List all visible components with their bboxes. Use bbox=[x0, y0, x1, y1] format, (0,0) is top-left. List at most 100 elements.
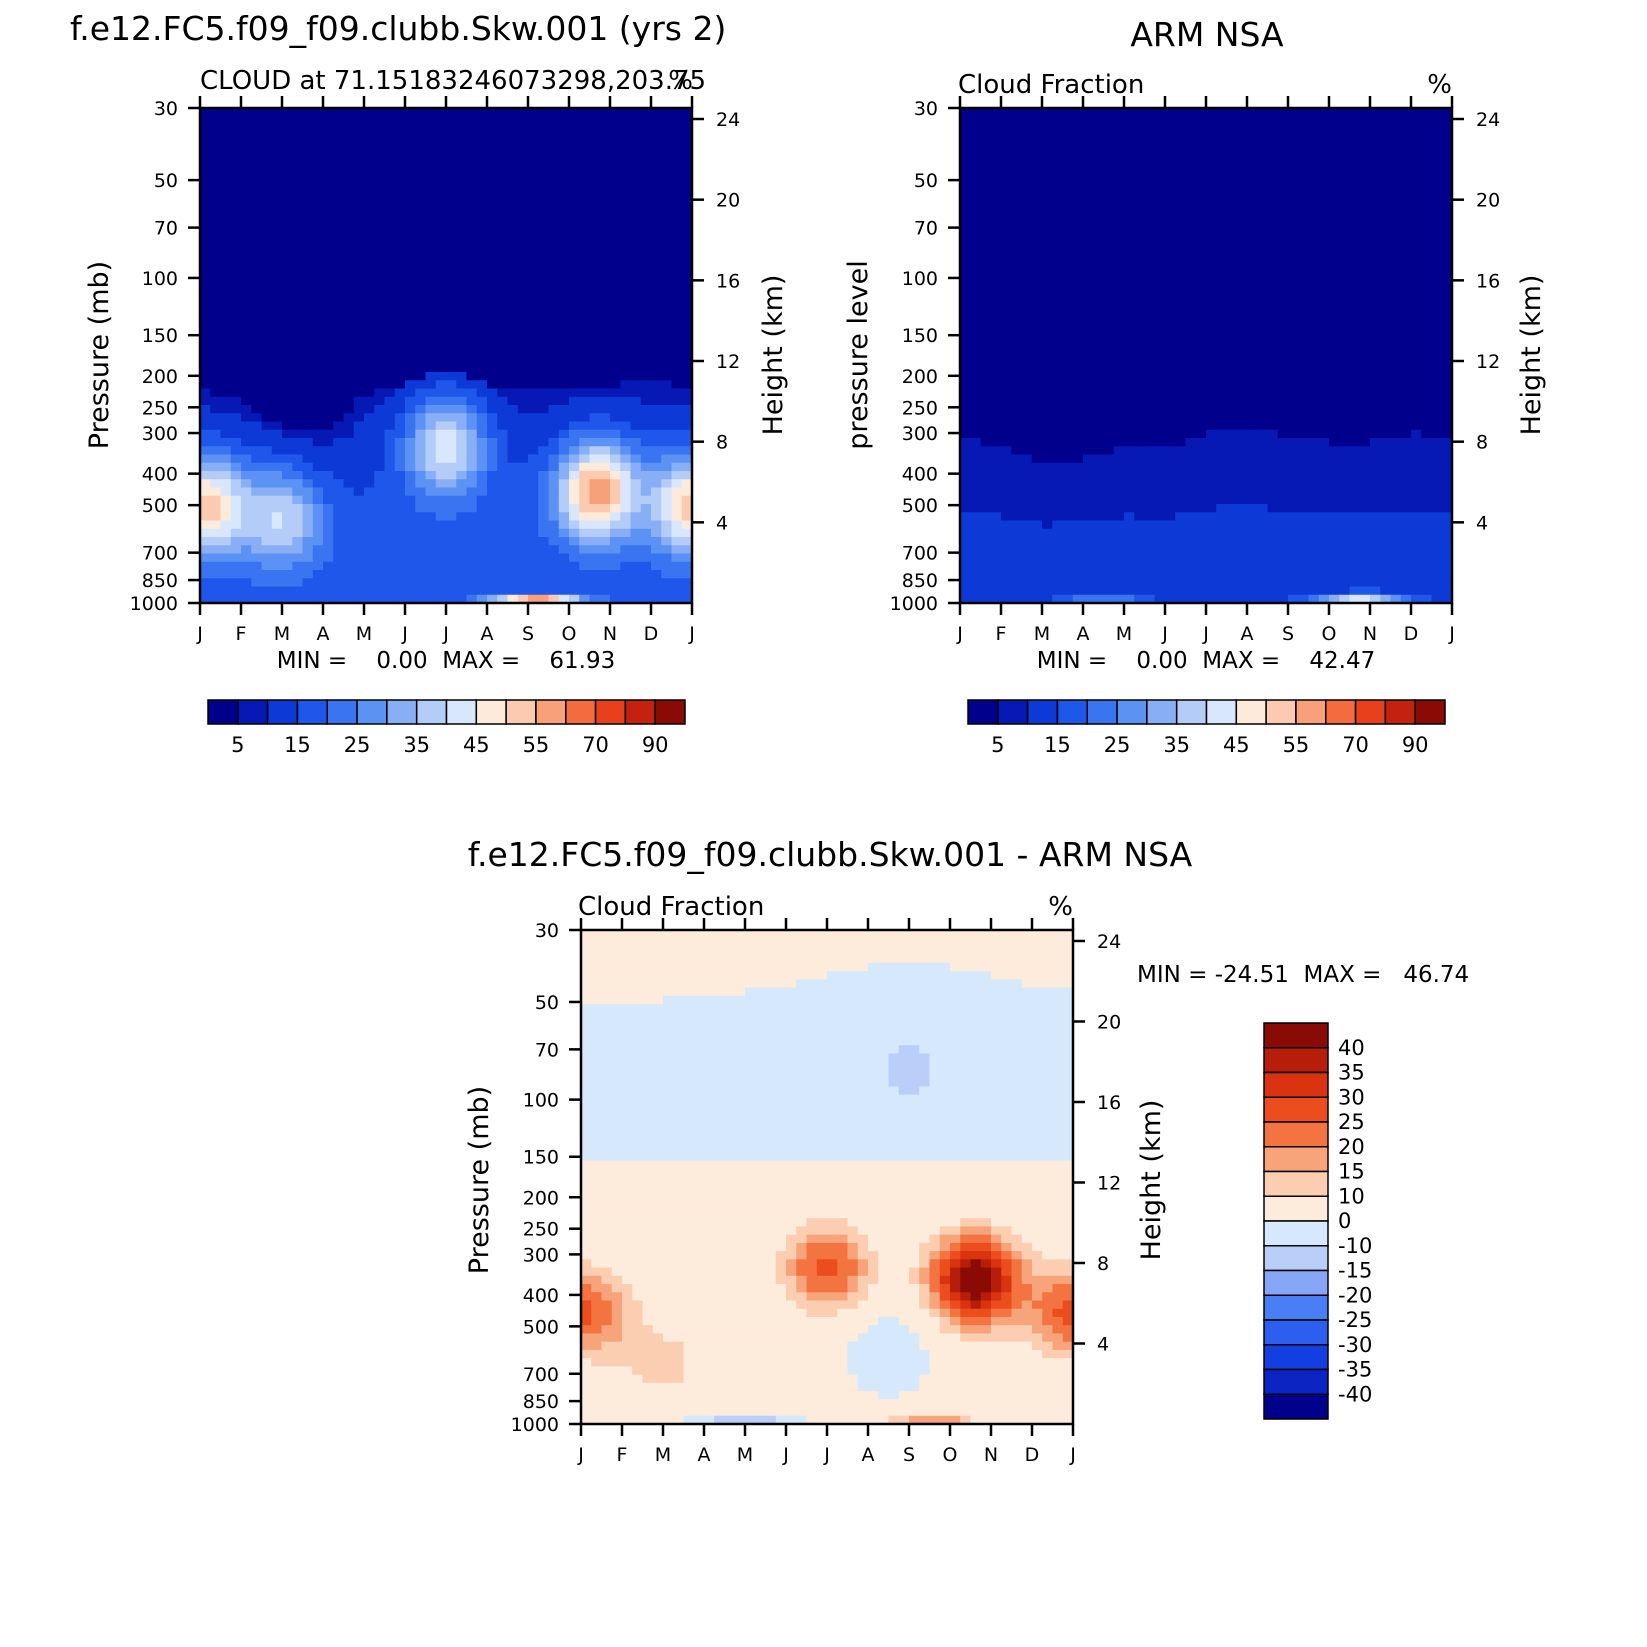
field-cell bbox=[610, 289, 621, 299]
field-cell bbox=[569, 396, 580, 406]
field-cell bbox=[558, 264, 570, 274]
field-cell bbox=[425, 289, 437, 299]
field-cell bbox=[1195, 273, 1207, 282]
field-cell bbox=[1390, 355, 1402, 365]
field-cell bbox=[1236, 264, 1248, 274]
field-cell bbox=[1134, 446, 1146, 456]
field-cell bbox=[466, 240, 478, 249]
field-cell bbox=[353, 421, 365, 431]
field-cell bbox=[1093, 330, 1105, 340]
field-cell bbox=[1441, 347, 1453, 357]
field-cell bbox=[497, 429, 509, 439]
field-cell bbox=[364, 446, 375, 456]
field-cell bbox=[620, 124, 632, 134]
field-cell bbox=[558, 545, 570, 555]
field-cell bbox=[230, 421, 242, 431]
field-cell bbox=[1267, 396, 1279, 406]
field-cell bbox=[456, 363, 468, 373]
field-cell bbox=[528, 281, 539, 291]
field-cell bbox=[353, 207, 365, 216]
field-cell bbox=[1421, 347, 1433, 357]
field-cell bbox=[1298, 182, 1310, 192]
field-cell bbox=[1042, 297, 1053, 307]
field-cell bbox=[1400, 429, 1412, 439]
field-cell bbox=[292, 372, 304, 381]
field-cell bbox=[1083, 223, 1094, 233]
field-cell bbox=[517, 347, 529, 357]
field-cell bbox=[271, 174, 283, 183]
field-cell bbox=[630, 339, 642, 348]
field-cell bbox=[640, 256, 652, 266]
field-cell bbox=[548, 347, 560, 357]
field-cell bbox=[1400, 297, 1412, 307]
field-cell bbox=[1021, 116, 1033, 126]
field-cell bbox=[599, 339, 611, 348]
field-cell bbox=[1134, 182, 1146, 192]
field-cell bbox=[599, 570, 611, 579]
field-cell bbox=[548, 520, 560, 530]
field-cell bbox=[353, 396, 365, 406]
field-cell bbox=[292, 314, 304, 324]
field-cell bbox=[210, 520, 222, 530]
field-cell bbox=[220, 174, 232, 183]
field-cell bbox=[394, 454, 406, 464]
field-cell bbox=[1226, 248, 1238, 258]
field-cell bbox=[271, 421, 283, 431]
field-cell bbox=[1349, 289, 1361, 299]
colorbar-label: 5 bbox=[231, 733, 244, 757]
field-cell bbox=[548, 487, 560, 497]
field-cell bbox=[620, 339, 632, 348]
field-cell bbox=[200, 372, 211, 381]
field-cell bbox=[1370, 198, 1381, 208]
field-cell bbox=[579, 289, 591, 299]
field-cell bbox=[990, 372, 1002, 381]
field-cell bbox=[220, 586, 232, 596]
field-cell bbox=[1165, 149, 1176, 159]
field-cell bbox=[476, 578, 488, 588]
field-cell bbox=[1103, 322, 1115, 332]
field-cell bbox=[230, 223, 242, 233]
colorbar-swatch bbox=[207, 699, 239, 725]
field-cell bbox=[384, 182, 396, 192]
field-cell bbox=[1421, 429, 1433, 439]
field-cell bbox=[528, 487, 539, 497]
field-cell bbox=[1144, 289, 1156, 299]
field-cell bbox=[425, 314, 437, 324]
field-cell bbox=[497, 553, 509, 563]
field-cell bbox=[589, 223, 601, 233]
field-cell bbox=[538, 471, 550, 480]
field-cell bbox=[230, 495, 242, 505]
field-cell bbox=[1380, 273, 1392, 282]
field-cell bbox=[671, 570, 683, 579]
field-cell bbox=[1298, 240, 1310, 249]
field-cell bbox=[476, 231, 488, 241]
field-cell bbox=[251, 231, 263, 241]
field-cell bbox=[538, 157, 550, 167]
field-cell bbox=[405, 330, 416, 340]
field-cell bbox=[384, 462, 396, 472]
field-cell bbox=[1411, 116, 1422, 126]
field-cell bbox=[548, 586, 560, 596]
field-cell bbox=[1400, 108, 1412, 117]
field-cell bbox=[1144, 264, 1156, 274]
field-cell bbox=[456, 537, 468, 546]
field-cell bbox=[415, 182, 427, 192]
field-cell bbox=[292, 520, 304, 530]
field-cell bbox=[970, 330, 982, 340]
field-cell bbox=[1308, 289, 1320, 299]
field-cell bbox=[405, 454, 416, 464]
field-cell bbox=[1226, 132, 1238, 142]
field-cell bbox=[620, 223, 632, 233]
field-cell bbox=[980, 297, 992, 307]
field-cell bbox=[1154, 380, 1166, 390]
field-cell bbox=[1257, 157, 1269, 167]
field-cell bbox=[487, 462, 498, 472]
field-cell bbox=[230, 545, 242, 555]
field-cell bbox=[312, 273, 324, 282]
field-cell bbox=[1124, 248, 1135, 258]
field-cell bbox=[1441, 141, 1453, 150]
field-cell bbox=[599, 116, 611, 126]
field-cell bbox=[476, 396, 488, 406]
field-cell bbox=[640, 446, 652, 456]
field-cell bbox=[610, 586, 621, 596]
